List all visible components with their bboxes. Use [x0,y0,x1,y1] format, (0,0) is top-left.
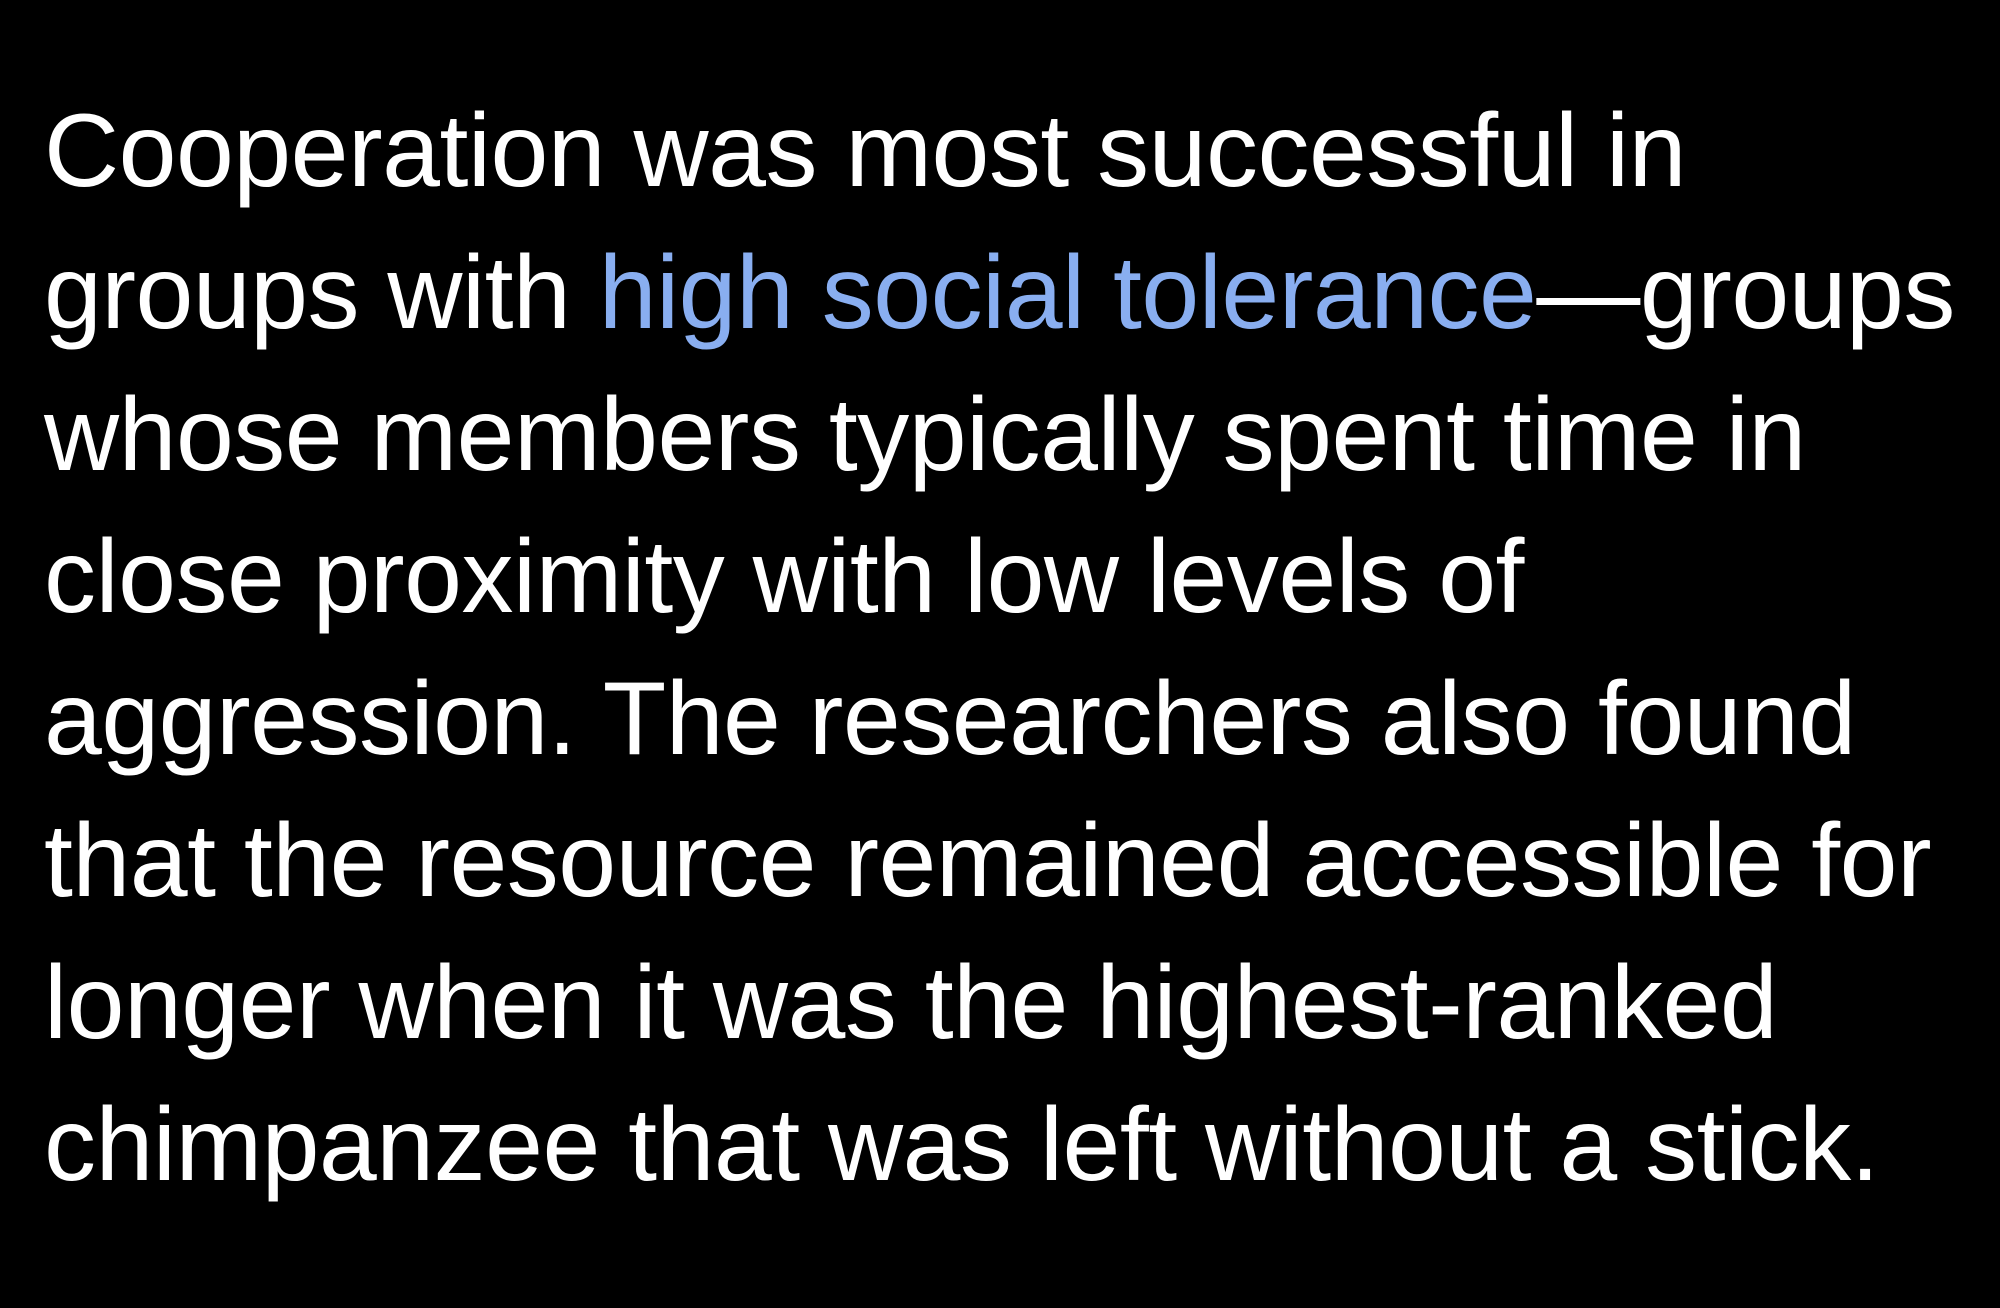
link[interactable]: high social tolerance [598,235,1537,351]
text-line: groups with high social tolerance—groups [44,222,1955,364]
text-line: that the resource remained accessible fo… [44,803,1932,919]
text-line: aggression. The researchers also found [44,661,1856,777]
text: groups with [44,235,599,351]
text-line: chimpanzee that was left without a stick… [44,1087,1880,1203]
text-line: close proximity with low levels of [44,519,1524,635]
text: —groups [1536,235,1955,351]
text-line: Cooperation was most successful in [44,93,1686,209]
text-line: whose members typically spent time in [44,377,1806,493]
text-line: longer when it was the highest-ranked [44,945,1778,1061]
